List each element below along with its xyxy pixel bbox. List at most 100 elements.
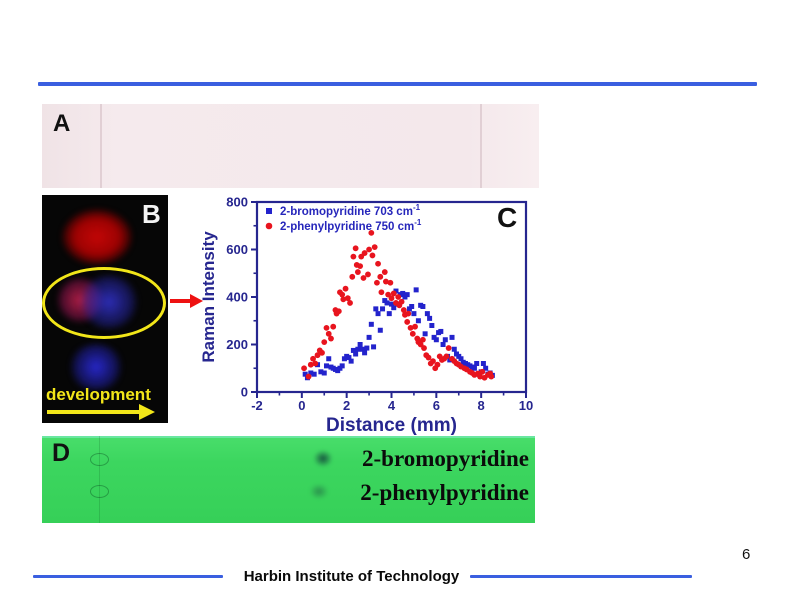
data-point-circle — [425, 354, 432, 361]
data-point-circle — [443, 353, 450, 360]
legend-marker-square — [266, 208, 272, 214]
data-point-square — [433, 337, 439, 343]
panel-a-tlc-strip: A — [42, 104, 539, 188]
data-point-circle — [371, 244, 378, 251]
data-point-circle — [421, 345, 427, 351]
data-point-circle — [404, 319, 411, 325]
data-point-circle — [400, 307, 407, 313]
data-point-circle — [387, 279, 394, 286]
legend-entry: 2-bromopyridine 703 cm-1 — [280, 203, 421, 218]
data-point-square — [339, 363, 345, 369]
data-point-circle — [365, 271, 371, 278]
x-tick-label: 10 — [519, 398, 533, 413]
data-point-circle — [377, 273, 384, 280]
top-divider-line — [38, 82, 757, 86]
development-arrow — [47, 410, 140, 414]
data-point-circle — [395, 294, 402, 300]
data-point-square — [427, 315, 433, 321]
data-point-circle — [312, 360, 319, 367]
data-point-square — [415, 318, 421, 324]
panel-a-label: A — [53, 110, 71, 137]
strip-streak — [480, 104, 482, 188]
x-tick-label: 4 — [388, 398, 396, 413]
data-point-circle — [325, 330, 332, 337]
data-point-circle — [369, 252, 376, 259]
y-tick-label: 800 — [226, 195, 248, 210]
data-point-square — [480, 361, 486, 366]
data-point-square — [308, 370, 314, 376]
data-point-circle — [445, 345, 452, 351]
data-point-square — [458, 356, 464, 362]
x-tick-label: 0 — [298, 398, 305, 413]
data-point-square — [474, 361, 480, 366]
data-point-square — [348, 358, 354, 364]
data-point-circle — [488, 373, 495, 380]
development-arrow-head — [139, 404, 155, 420]
data-point-circle — [405, 310, 412, 317]
phenylpyridine-spot — [306, 481, 332, 502]
data-point-square — [422, 331, 428, 337]
data-point-circle — [388, 295, 395, 302]
development-caption: development — [46, 385, 151, 404]
data-point-square — [471, 365, 477, 371]
data-point-circle — [398, 298, 405, 305]
panel-d-tlc-plate: D 2-bromopyridine 2-phenylpyridine — [42, 436, 535, 523]
data-point-square — [377, 327, 383, 333]
data-point-square — [375, 311, 381, 317]
pointer-arrow-head — [190, 294, 203, 308]
data-point-square — [424, 311, 430, 317]
data-point-circle — [321, 339, 328, 346]
data-point-square — [411, 311, 417, 317]
data-point-circle — [434, 361, 441, 368]
data-point-square — [311, 371, 317, 377]
data-point-square — [420, 304, 426, 309]
data-point-circle — [419, 336, 426, 343]
y-tick-label: 600 — [226, 242, 248, 257]
origin-line — [99, 436, 100, 523]
data-point-square — [449, 334, 455, 340]
data-point-square — [368, 321, 374, 327]
data-point-circle — [314, 352, 321, 359]
data-point-square — [364, 345, 370, 351]
data-point-square — [362, 350, 368, 356]
origin-spot-outline — [90, 453, 109, 466]
data-point-square — [380, 306, 386, 312]
data-point-circle — [339, 291, 346, 298]
data-point-circle — [310, 355, 316, 362]
y-tick-label: 400 — [226, 290, 248, 305]
data-point-circle — [366, 246, 372, 253]
strip-streak — [100, 104, 102, 188]
x-axis-label: Distance (mm) — [326, 415, 457, 436]
data-point-square — [302, 371, 308, 377]
data-point-square — [318, 369, 324, 375]
data-point-circle — [381, 269, 388, 275]
panel-d-label: D — [52, 439, 71, 467]
data-point-circle — [344, 295, 351, 302]
data-point-square — [391, 305, 397, 311]
y-tick-label: 0 — [241, 385, 248, 400]
data-point-circle — [323, 324, 330, 331]
data-point-circle — [390, 290, 397, 297]
data-point-circle — [307, 361, 314, 368]
data-point-square — [413, 287, 419, 293]
data-point-square — [355, 346, 361, 352]
data-point-circle — [368, 229, 375, 236]
data-point-square — [409, 304, 415, 309]
data-point-square — [321, 370, 327, 376]
data-point-square — [371, 344, 377, 350]
bromopyridine-label: 2-bromopyridine — [362, 446, 529, 471]
data-point-circle — [430, 358, 436, 365]
data-point-circle — [382, 278, 389, 285]
footer-institution: Harbin Institute of Technology — [243, 568, 460, 585]
blue-spot-blob — [67, 344, 125, 390]
data-point-square — [326, 356, 332, 362]
x-tick-label: 8 — [478, 398, 485, 413]
data-point-circle — [374, 279, 380, 286]
data-point-circle — [477, 373, 483, 380]
data-point-circle — [361, 250, 368, 256]
data-point-square — [400, 290, 406, 296]
data-point-square — [440, 342, 446, 347]
data-point-circle — [407, 324, 414, 331]
data-point-circle — [342, 285, 349, 292]
